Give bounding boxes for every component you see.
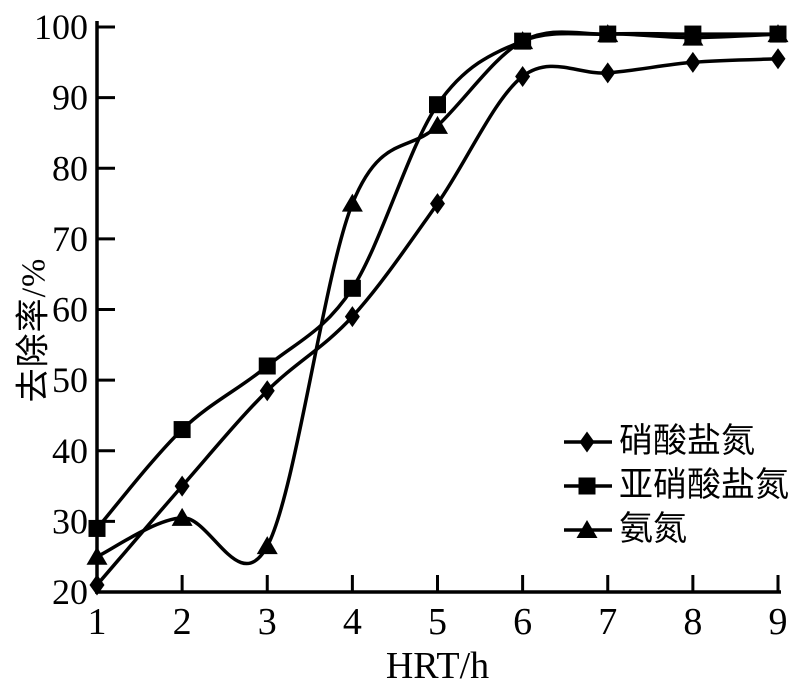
diamond-marker-icon [259,380,275,402]
legend-item-nitrate: 硝酸盐氮 [562,420,789,464]
x-tick-label: 7 [598,601,617,643]
square-marker-icon [88,519,106,537]
square-marker-icon [578,477,596,495]
x-tick-label: 3 [258,601,277,643]
legend-label-nitrate: 硝酸盐氮 [619,423,755,460]
series-line-2 [95,30,780,566]
y-tick-label: 80 [52,148,88,188]
x-tick-label: 1 [88,601,107,643]
legend: 硝酸盐氮 亚硝酸盐氮 氨氮 [562,420,789,552]
diamond-marker-icon [600,62,616,84]
square-marker-icon [429,96,446,114]
legend-label-ammonia: 氨氮 [619,511,687,548]
triangle-marker-icon [597,24,619,43]
y-tick-label: 70 [52,219,88,259]
triangle-marker-icon [682,27,704,46]
y-tick-label: 90 [52,78,88,118]
y-tick-label: 60 [52,290,88,330]
y-tick-label: 40 [52,431,88,471]
diamond-marker-icon [770,48,786,70]
diamond-marker-icon [564,431,612,453]
triangle-marker-icon [512,31,534,50]
y-tick-label: 100 [34,7,88,47]
x-tick-label: 5 [428,601,447,643]
series-triangle [86,24,789,566]
square-marker-icon [564,477,612,495]
x-tick-label: 9 [769,601,788,643]
legend-label-nitrite: 亚硝酸盐氮 [619,467,789,504]
square-marker-icon [173,421,191,439]
y-axis-title: 去除率/% [15,257,53,403]
triangle-marker-icon [767,24,789,43]
triangle-marker-icon [427,115,448,134]
x-tick-label: 8 [683,601,702,643]
diamond-marker-icon [344,306,360,328]
legend-item-nitrite: 亚硝酸盐氮 [562,464,789,508]
x-tick-label: 4 [343,601,362,643]
y-tick-label: 50 [52,360,88,400]
series-diamond [89,48,786,596]
triangle-marker-icon [576,520,598,538]
diamond-marker-icon [579,431,595,453]
series-line-0 [95,57,780,587]
x-tick-label: 2 [173,601,192,643]
diamond-marker-icon [174,475,190,497]
diamond-marker-icon [685,51,701,73]
series-line-1 [95,31,780,531]
square-marker-icon [258,357,276,375]
triangle-marker-icon [86,546,108,565]
diamond-marker-icon [430,193,445,215]
legend-item-ammonia: 氨氮 [562,508,789,552]
triangle-marker-icon [256,536,278,555]
triangle-marker-icon [171,507,193,526]
square-marker-icon [343,279,361,297]
triangle-marker-icon [341,193,363,212]
diamond-marker-icon [89,574,105,596]
y-tick-label: 30 [52,501,88,541]
triangle-marker-icon [564,520,612,538]
x-tick-label: 6 [513,601,532,643]
diamond-marker-icon [515,65,531,87]
y-tick-label: 20 [52,572,88,612]
x-axis-title: HRT/h [385,645,490,687]
